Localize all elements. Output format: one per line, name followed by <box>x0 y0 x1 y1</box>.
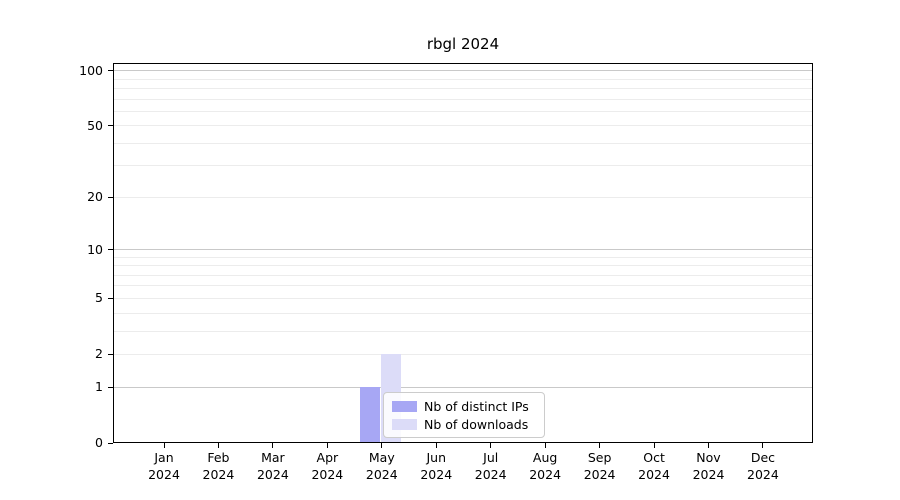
x-axis-tick <box>653 443 655 448</box>
y-tick-label: 2 <box>95 346 103 362</box>
y-axis-tick <box>108 386 113 388</box>
y-gridline-major <box>114 249 812 251</box>
y-axis-tick <box>108 125 113 127</box>
y-axis-tick <box>108 249 113 251</box>
y-axis-tick <box>108 196 113 198</box>
y-tick-label: 10 <box>87 241 103 257</box>
y-gridline-minor <box>114 196 812 198</box>
x-axis-tick <box>708 443 709 448</box>
x-tick-label: Jan 2024 <box>132 450 196 483</box>
y-axis-tick <box>108 353 113 355</box>
y-gridline-major <box>114 70 812 72</box>
y-axis-tick <box>108 442 113 444</box>
x-tick-label: Aug 2024 <box>513 450 577 483</box>
y-gridline-minor <box>114 110 812 112</box>
x-tick-label: Dec 2024 <box>731 450 795 483</box>
chart-title: rbgl 2024 <box>426 35 500 53</box>
y-tick-label: 1 <box>95 379 103 395</box>
x-axis-tick <box>762 443 764 448</box>
x-tick-year: 2024 <box>692 466 725 482</box>
plot-area <box>113 63 813 443</box>
y-tick-label: 0 <box>95 435 103 450</box>
x-tick-month: Aug <box>532 450 558 465</box>
x-tick-label: Nov 2024 <box>677 450 741 483</box>
y-gridline-major <box>114 386 812 388</box>
y-gridline-minor <box>114 256 812 258</box>
x-axis-tick <box>381 443 383 448</box>
legend: Nb of distinct IPs Nb of downloads <box>383 392 545 438</box>
x-axis-tick <box>490 443 492 448</box>
x-tick-label: Mar 2024 <box>241 450 305 483</box>
x-tick-year: 2024 <box>365 466 398 482</box>
y-gridline-minor <box>114 87 812 89</box>
y-gridline-minor <box>114 78 812 80</box>
x-tick-year: 2024 <box>148 466 180 482</box>
y-gridline-minor <box>114 297 812 299</box>
y-gridline-minor <box>114 125 812 127</box>
x-axis-tick <box>272 443 274 448</box>
x-tick-label: Jun 2024 <box>404 450 468 483</box>
y-tick-label: 50 <box>87 117 103 133</box>
legend-swatch-downloads <box>392 418 417 430</box>
x-tick-label: May 2024 <box>350 450 414 483</box>
x-tick-year: 2024 <box>529 466 562 482</box>
y-gridline-minor <box>114 353 812 355</box>
x-tick-year: 2024 <box>420 466 453 482</box>
y-tick-label: 5 <box>95 290 103 306</box>
x-tick-year: 2024 <box>583 466 616 482</box>
legend-item-downloads: Nb of downloads <box>392 416 536 434</box>
x-tick-label: Sep 2024 <box>568 450 632 483</box>
legend-label-distinct-ips: Nb of distinct IPs <box>424 399 529 415</box>
y-axis-tick <box>108 297 113 299</box>
x-tick-month: Nov <box>696 450 721 465</box>
x-tick-month: Sep <box>587 450 612 465</box>
x-tick-label: Feb 2024 <box>186 450 250 483</box>
x-tick-year: 2024 <box>638 466 670 482</box>
x-tick-label: Oct 2024 <box>622 450 686 483</box>
x-axis-tick <box>217 443 219 448</box>
y-gridline-minor <box>114 312 812 314</box>
x-tick-month: Oct <box>643 450 665 465</box>
x-tick-month: Jan <box>154 450 174 465</box>
x-tick-year: 2024 <box>202 466 235 482</box>
x-tick-year: 2024 <box>256 466 289 482</box>
x-tick-month: Jul <box>483 450 499 465</box>
bar-distinct-ips <box>359 387 380 442</box>
y-gridline-minor <box>114 274 812 276</box>
x-axis-tick <box>435 443 437 448</box>
legend-label-downloads: Nb of downloads <box>424 416 529 432</box>
x-tick-month: Feb <box>207 450 230 465</box>
x-tick-year: 2024 <box>747 466 779 482</box>
y-gridline-minor <box>114 165 812 167</box>
x-tick-month: May <box>368 450 395 465</box>
y-gridline-minor <box>114 330 812 332</box>
x-tick-month: Mar <box>261 450 285 465</box>
y-gridline-minor <box>114 98 812 100</box>
x-axis-tick <box>599 443 601 448</box>
y-tick-label: 20 <box>87 189 103 205</box>
y-tick-label: 100 <box>79 62 103 78</box>
x-tick-year: 2024 <box>474 466 507 482</box>
legend-item-distinct-ips: Nb of distinct IPs <box>392 398 536 416</box>
y-axis-tick <box>108 70 113 72</box>
x-tick-year: 2024 <box>311 466 344 482</box>
x-tick-month: Apr <box>316 450 339 465</box>
y-gridline-minor <box>114 285 812 287</box>
x-tick-month: Dec <box>750 450 776 465</box>
x-tick-month: Jun <box>426 450 447 465</box>
legend-swatch-distinct-ips <box>392 401 417 413</box>
x-tick-label: Jul 2024 <box>459 450 523 483</box>
y-gridline-minor <box>114 142 812 144</box>
x-axis-tick <box>163 443 165 448</box>
x-tick-label: Apr 2024 <box>295 450 359 483</box>
x-axis-tick <box>326 443 328 448</box>
x-axis-tick <box>544 443 546 448</box>
y-gridline-minor <box>114 265 812 267</box>
